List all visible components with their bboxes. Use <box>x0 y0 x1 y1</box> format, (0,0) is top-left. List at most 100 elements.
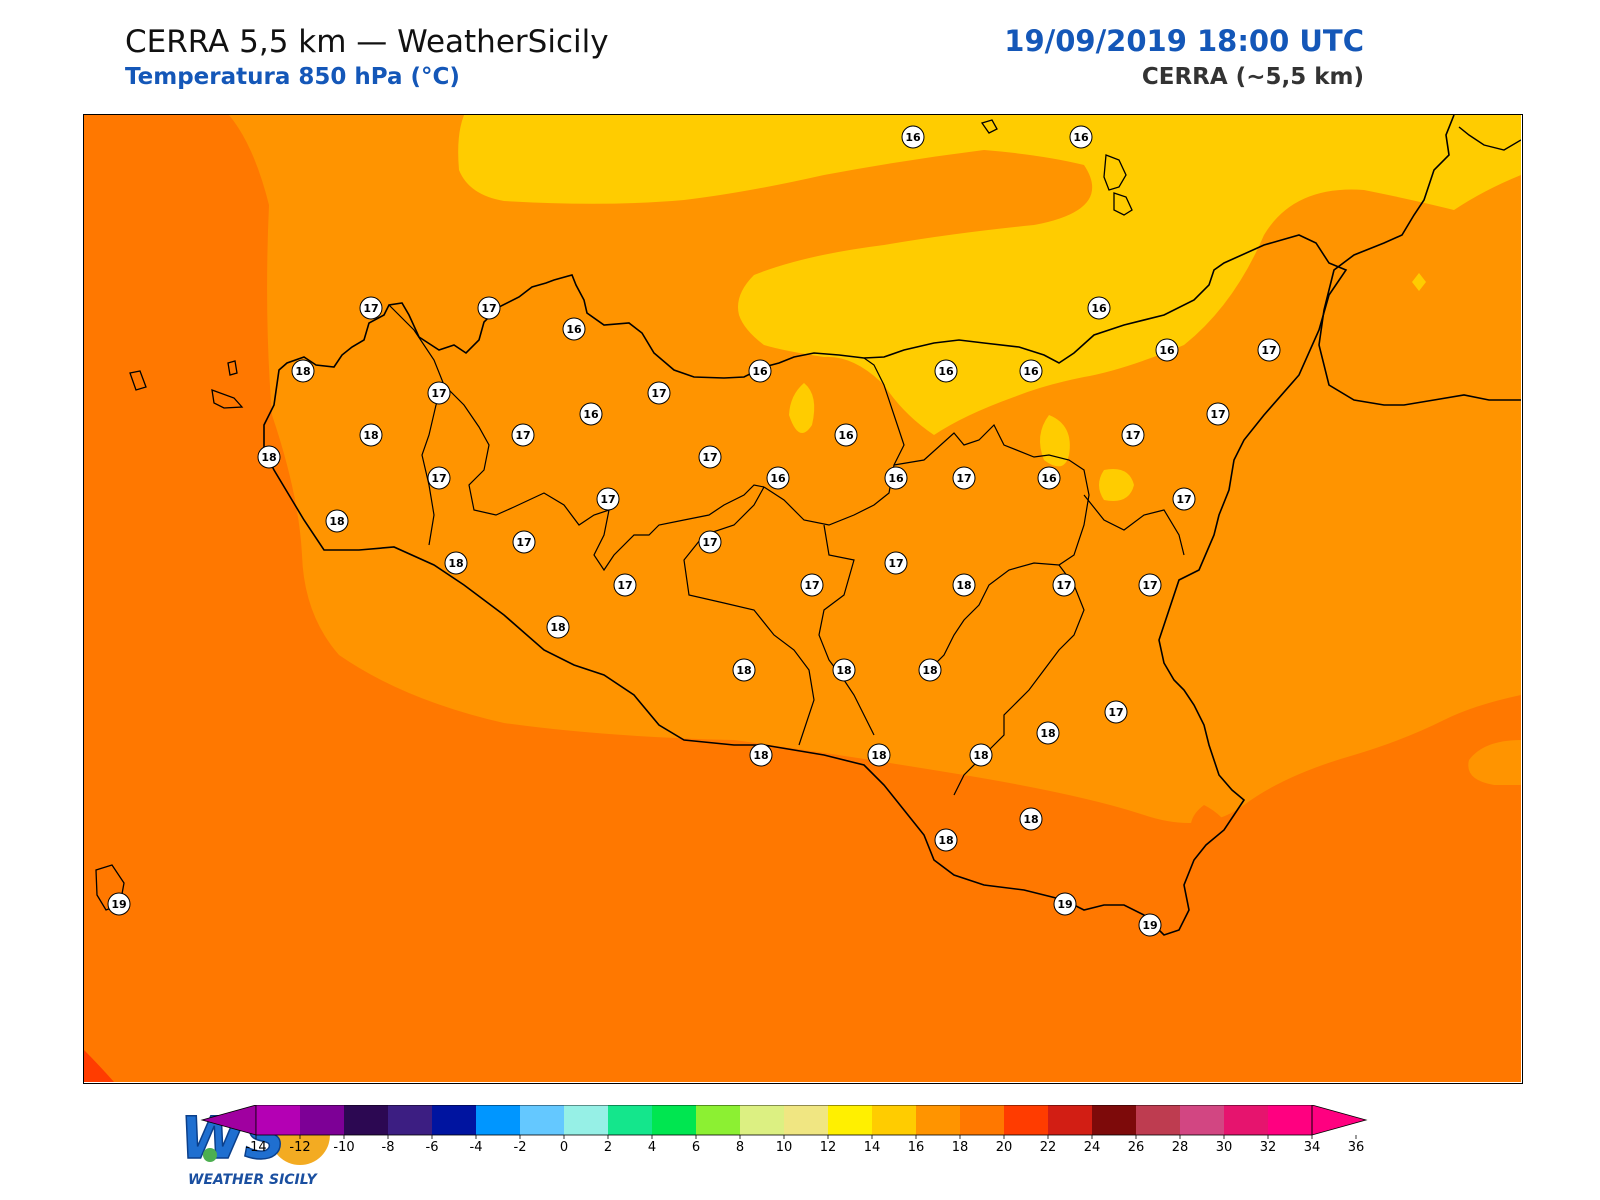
station-label: 16 <box>901 125 925 149</box>
station-value: 19 <box>1142 919 1157 932</box>
station-label: 16 <box>766 466 790 490</box>
station-marker <box>1138 573 1162 597</box>
station-marker <box>934 359 958 383</box>
station-marker <box>427 466 451 490</box>
field-14-16-north <box>458 115 1521 435</box>
station-value: 16 <box>583 408 599 421</box>
station-labels: 16 16 17 17 16 18 17 17 16 16 16 16 16 17 18 17 16 17 16 16… <box>107 125 1281 937</box>
station-label: 16 <box>884 466 908 490</box>
station-value: 16 <box>566 323 582 336</box>
colorbar-tick-label: 10 <box>776 1140 793 1155</box>
station-marker <box>512 530 536 554</box>
colorbar-tick-label: -14 <box>245 1140 266 1155</box>
station-label: 18 <box>918 658 942 682</box>
station-label: 16 <box>934 359 958 383</box>
station-label: 18 <box>969 743 993 767</box>
station-marker <box>325 509 349 533</box>
station-marker <box>834 423 858 447</box>
colorbar-cell <box>960 1105 1005 1135</box>
colorbar-cell <box>1048 1105 1093 1135</box>
colorbar-cell <box>520 1105 565 1135</box>
colorbar-tick-label: -12 <box>289 1140 310 1155</box>
station-value: 17 <box>431 472 446 485</box>
station-label: 16 <box>1087 296 1111 320</box>
colorbar-tick-label: 26 <box>1128 1140 1145 1155</box>
station-value: 18 <box>1040 727 1055 740</box>
colorbar-tick-label: -2 <box>514 1140 527 1155</box>
model-label: CERRA (~5,5 km) <box>1141 64 1364 90</box>
station-label: 17 <box>596 487 620 511</box>
station-value: 16 <box>752 365 768 378</box>
colorbar-cell <box>916 1105 961 1135</box>
station-marker <box>1257 338 1281 362</box>
station-marker <box>867 743 891 767</box>
colorbar-cell <box>1268 1105 1313 1135</box>
station-marker <box>901 125 925 149</box>
colorbar-cell <box>784 1105 829 1135</box>
station-value: 19 <box>1057 898 1072 911</box>
station-marker <box>1172 487 1196 511</box>
colorbar-tick-label: -6 <box>426 1140 439 1155</box>
station-marker <box>647 381 671 405</box>
station-value: 16 <box>1159 344 1175 357</box>
station-label: 16 <box>1069 125 1093 149</box>
station-label: 17 <box>1121 423 1145 447</box>
colorbar-cell <box>1004 1105 1049 1135</box>
colorbar-tick-label: 8 <box>736 1140 744 1155</box>
field-16-18-bump <box>1468 740 1521 785</box>
station-value: 16 <box>770 472 786 485</box>
station-marker <box>477 296 501 320</box>
island-levanzo <box>227 360 238 376</box>
station-label: 16 <box>748 359 772 383</box>
station-marker <box>562 317 586 341</box>
colorbar-tick-label: 34 <box>1304 1140 1321 1155</box>
station-marker <box>1036 721 1060 745</box>
station-label: 17 <box>477 296 501 320</box>
field-14-16-dot <box>1412 273 1426 291</box>
station-marker <box>749 743 773 767</box>
station-value: 17 <box>804 579 819 592</box>
station-value: 17 <box>888 557 903 570</box>
sicily-coastline <box>263 234 1348 936</box>
station-value: 16 <box>838 429 854 442</box>
station-label: 19 <box>1053 892 1077 916</box>
station-label: 17 <box>952 466 976 490</box>
station-value: 17 <box>956 472 971 485</box>
station-value: 18 <box>448 557 463 570</box>
colorbar-cell <box>564 1105 609 1135</box>
station-label: 17 <box>511 423 535 447</box>
station-marker <box>1121 423 1145 447</box>
station-marker <box>359 296 383 320</box>
station-label: 18 <box>952 573 976 597</box>
colorbar-tick-label: 12 <box>820 1140 837 1155</box>
station-value: 17 <box>1108 706 1123 719</box>
station-value: 17 <box>431 387 446 400</box>
station-label: 18 <box>1019 807 1043 831</box>
station-label: 16 <box>579 402 603 426</box>
station-label: 17 <box>647 381 671 405</box>
station-value: 17 <box>1125 429 1140 442</box>
station-value: 18 <box>261 451 276 464</box>
field-14-16-left <box>789 383 815 433</box>
station-marker <box>291 359 315 383</box>
logo-text: WEATHER SICILY <box>188 1172 319 1188</box>
station-label: 18 <box>867 743 891 767</box>
colorbar-cell <box>476 1105 521 1135</box>
station-marker <box>107 892 131 916</box>
station-marker <box>952 573 976 597</box>
station-label: 18 <box>325 509 349 533</box>
colorbar-cell <box>1136 1105 1181 1135</box>
colorbar-tick-label: 24 <box>1084 1140 1101 1155</box>
station-label: 16 <box>834 423 858 447</box>
station-value: 18 <box>329 515 344 528</box>
station-value: 18 <box>753 749 768 762</box>
colorbar-tick-label: 2 <box>604 1140 612 1155</box>
station-label: 18 <box>359 423 383 447</box>
colorbar-cell <box>696 1105 741 1135</box>
colorbar-tick-label: 6 <box>692 1140 700 1155</box>
station-value: 16 <box>938 365 954 378</box>
colorbar-tick-label: 4 <box>648 1140 656 1155</box>
island-marettimo <box>129 370 147 391</box>
colorbar-tick-label: 22 <box>1040 1140 1057 1155</box>
station-value: 18 <box>295 365 310 378</box>
